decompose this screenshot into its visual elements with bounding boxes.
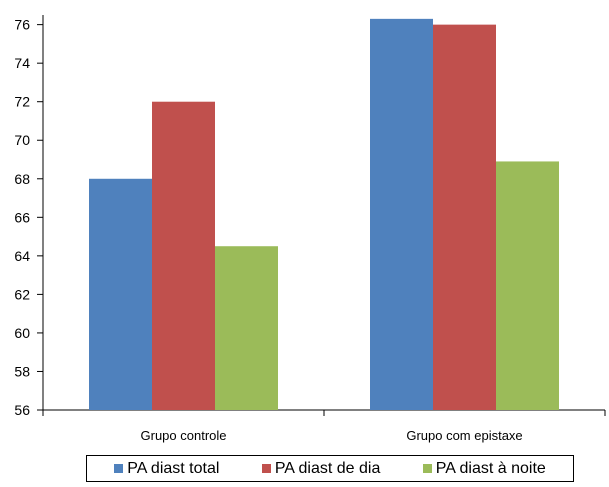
y-tick-label: 58 xyxy=(14,363,30,379)
y-tick-label: 76 xyxy=(14,17,30,33)
legend-label: PA diast de dia xyxy=(274,459,381,477)
y-tick-label: 70 xyxy=(14,132,30,148)
y-tick-label: 68 xyxy=(14,171,30,187)
y-tick-label: 64 xyxy=(14,248,30,264)
bar-1-1 xyxy=(89,178,152,410)
legend: PA diast total PA diast de dia PA diast à … xyxy=(86,455,574,482)
y-tick-label: 56 xyxy=(14,402,30,418)
y-tick-label: 72 xyxy=(14,94,30,110)
y-tick-label: 66 xyxy=(14,209,30,225)
legend-label: PA diast total xyxy=(127,459,220,477)
bar-3-1 xyxy=(215,246,278,410)
category-label: Grupo com epistaxe xyxy=(406,428,522,443)
legend-item: PA diast de dia xyxy=(261,459,381,478)
legend-item: PA diast à noite xyxy=(422,459,546,478)
y-tick-label: 60 xyxy=(14,325,30,341)
legend-swatch xyxy=(114,464,124,473)
x-axis-ticks xyxy=(42,410,606,416)
bar-1-2 xyxy=(370,18,433,410)
legend-swatch xyxy=(422,464,432,473)
legend-swatch xyxy=(261,464,271,473)
category-labels: Grupo controle Grupo com epistaxe xyxy=(141,428,523,443)
legend-item: PA diast total xyxy=(114,460,219,478)
y-axis-ticks: 56 58 60 62 64 66 68 70 72 74 76 xyxy=(14,17,43,418)
bars xyxy=(89,18,559,411)
bar-2-2 xyxy=(433,24,496,410)
bar-3-2 xyxy=(496,161,559,410)
y-tick-label: 62 xyxy=(14,286,30,302)
legend-label: PA diast à noite xyxy=(435,459,546,477)
category-label: Grupo controle xyxy=(141,428,227,443)
bar-2-1 xyxy=(152,101,215,411)
y-tick-label: 74 xyxy=(14,55,30,71)
